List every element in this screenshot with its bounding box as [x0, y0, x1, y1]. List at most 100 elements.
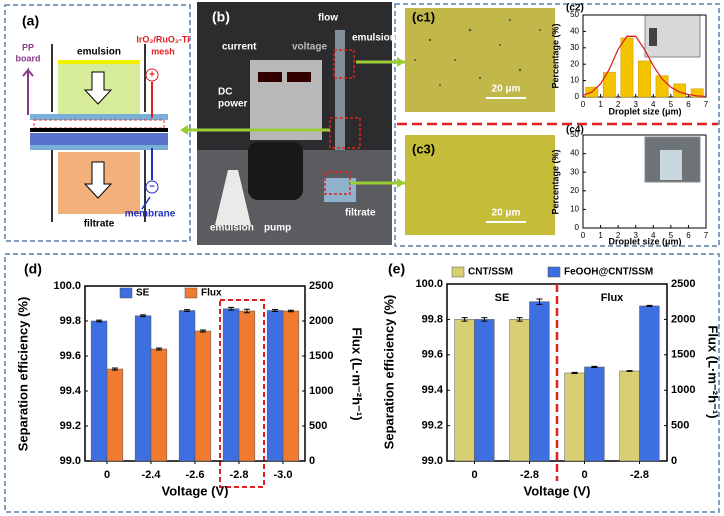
error-bar [536, 298, 543, 305]
emulsion-surface [58, 60, 140, 64]
y-tick-label: 100.0 [415, 278, 443, 290]
inset-detail [649, 28, 657, 46]
x-tick-label: 3 [633, 231, 638, 240]
label: board [15, 53, 40, 63]
legend-label: FeOOH@CNT/SSM [564, 267, 653, 278]
error-bar [243, 308, 250, 314]
x-tick-label: 6 [686, 100, 691, 109]
error-bar [111, 367, 118, 371]
label: emulsion [210, 223, 254, 234]
flask [215, 170, 251, 225]
x-tick-label: 0 [581, 231, 586, 240]
y2-tick-label: 1000 [309, 385, 333, 397]
electrode-layer [30, 114, 168, 120]
seal-layer [30, 128, 168, 132]
y-tick-label: 10 [570, 205, 579, 214]
y2-tick-label: 500 [309, 420, 327, 432]
legend-swatch [547, 266, 561, 278]
y-tick-label: 50 [570, 130, 579, 139]
y2-tick-label: 500 [671, 420, 689, 432]
x-axis-label: Voltage (V) [162, 483, 229, 498]
scale-label: 20 μm [492, 208, 521, 219]
panel-c-frame [394, 3, 720, 247]
bar [266, 310, 284, 462]
y-axis-label: Percentage (%) [550, 149, 560, 214]
bar [238, 310, 256, 462]
panel-label: (c3) [412, 141, 435, 156]
x-tick-label: 0 [471, 469, 477, 481]
label: emulsion [77, 47, 121, 58]
label: filtrate [84, 219, 115, 230]
x-tick-label: 7 [704, 231, 709, 240]
bar [194, 330, 212, 462]
y-tick-label: 99.2 [422, 420, 443, 432]
legend-swatch [119, 287, 133, 299]
bar [529, 301, 550, 462]
bar [602, 72, 616, 98]
bar [90, 320, 108, 462]
label: PP [22, 42, 34, 52]
y-tick-label: 100.0 [53, 280, 81, 292]
pp-arrow [22, 67, 34, 115]
arrow-head [397, 178, 405, 188]
x-tick-label: 1 [598, 100, 603, 109]
panel-label: (a) [22, 13, 39, 29]
y2-tick-label: 0 [309, 455, 315, 467]
y2-tick-label: 2500 [671, 278, 695, 290]
error-bar [96, 319, 103, 323]
y-tick-label: 99.2 [60, 420, 81, 432]
x-tick-label: 2 [616, 231, 621, 240]
y2-axis-label: Flux (L·m⁻²h⁻¹) [350, 327, 365, 420]
x-tick-label: 5 [669, 100, 674, 109]
error-bar [184, 309, 191, 312]
y-tick-label: 10 [570, 76, 579, 85]
x-tick-label: 3 [633, 100, 638, 109]
x-tick-label: 5 [669, 231, 674, 240]
bar [150, 348, 168, 462]
label: current [222, 42, 257, 53]
panel-label: (c2) [566, 3, 584, 14]
y2-tick-label: 1000 [671, 384, 695, 396]
legend-label: CNT/SSM [468, 267, 513, 278]
error-bar [516, 317, 523, 322]
legend-label: SE [136, 288, 150, 299]
error-bar [571, 371, 578, 375]
label: + [149, 70, 155, 81]
bar [673, 83, 687, 98]
photo [197, 2, 392, 245]
bar [638, 60, 651, 98]
y-tick-label: 30 [570, 167, 579, 176]
y-tick-label: 99.8 [422, 313, 443, 325]
error-bar [591, 365, 598, 369]
panel-de-frame [4, 253, 720, 513]
annotation: SE [495, 292, 510, 304]
y2-tick-label: 2500 [309, 280, 333, 292]
panel-label: (e) [388, 261, 405, 277]
y-tick-label: 99.0 [60, 455, 81, 467]
highlight [329, 117, 361, 149]
bar [134, 315, 152, 462]
label: membrane [125, 209, 176, 220]
highlight [333, 49, 355, 79]
error-bar [481, 317, 488, 322]
bar [620, 37, 634, 98]
x-tick-label: 6 [686, 231, 691, 240]
x-tick-label: -2.6 [186, 469, 205, 481]
micrograph [405, 8, 555, 112]
label: power [218, 99, 248, 110]
anode-terminal [145, 68, 159, 82]
error-bar [228, 306, 235, 311]
y-tick-label: 50 [570, 10, 579, 19]
x-axis-label: Droplet size (μm) [608, 106, 681, 116]
flow-arrow [83, 71, 113, 105]
y-tick-label: 30 [570, 43, 579, 52]
bar [178, 310, 196, 462]
mesh-layer [33, 119, 165, 129]
panel-label: (c1) [412, 9, 435, 24]
x-tick-label: 0 [581, 100, 586, 109]
error-bar [272, 308, 279, 313]
bar [454, 319, 475, 462]
x-tick-label: 2 [616, 100, 621, 109]
bar [584, 366, 605, 462]
